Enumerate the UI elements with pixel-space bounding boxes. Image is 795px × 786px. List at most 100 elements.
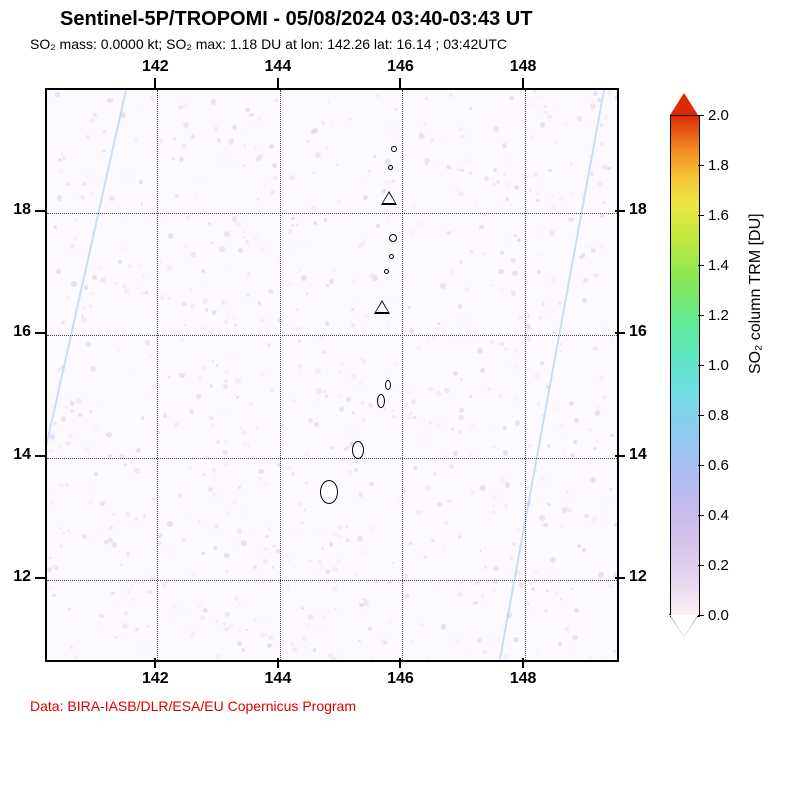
noise-px bbox=[588, 428, 592, 432]
noise-px bbox=[361, 359, 366, 364]
noise-px bbox=[118, 260, 122, 264]
noise-px bbox=[81, 317, 86, 322]
noise-px bbox=[447, 499, 451, 503]
noise-px bbox=[130, 461, 133, 464]
noise-px bbox=[493, 566, 498, 571]
noise-px bbox=[563, 121, 568, 126]
noise-px bbox=[583, 278, 588, 283]
noise-px bbox=[461, 135, 465, 139]
noise-px bbox=[324, 218, 328, 222]
noise-px bbox=[272, 544, 276, 548]
noise-px bbox=[577, 544, 581, 548]
noise-px bbox=[159, 261, 162, 264]
noise-px bbox=[148, 590, 152, 594]
island bbox=[388, 165, 393, 170]
noise-px bbox=[308, 614, 313, 619]
noise-px bbox=[593, 521, 595, 523]
noise-px bbox=[223, 450, 228, 455]
noise-px bbox=[227, 315, 229, 317]
noise-px bbox=[391, 179, 395, 183]
noise-px bbox=[97, 621, 101, 625]
noise-px bbox=[305, 482, 308, 485]
noise-px bbox=[247, 444, 250, 447]
noise-px bbox=[160, 295, 165, 300]
noise-px bbox=[410, 412, 412, 414]
noise-px bbox=[295, 327, 299, 331]
noise-px bbox=[550, 557, 556, 563]
noise-px bbox=[391, 410, 394, 413]
noise-px bbox=[57, 444, 63, 450]
noise-px bbox=[493, 126, 499, 132]
noise-px bbox=[235, 378, 241, 384]
noise-px bbox=[528, 444, 531, 447]
noise-px bbox=[58, 168, 64, 174]
noise-px bbox=[469, 395, 472, 398]
noise-px bbox=[504, 347, 508, 351]
noise-px bbox=[411, 640, 413, 642]
colorbar-tick bbox=[698, 215, 704, 216]
tick-lon-bottom bbox=[277, 658, 279, 668]
noise-px bbox=[518, 315, 523, 320]
noise-px bbox=[393, 361, 398, 366]
noise-px bbox=[224, 369, 230, 375]
noise-px bbox=[449, 464, 454, 469]
noise-px bbox=[249, 122, 252, 125]
noise-px bbox=[182, 144, 186, 148]
tick-lat-right bbox=[615, 577, 625, 579]
noise-px bbox=[271, 389, 274, 392]
noise-px bbox=[179, 157, 185, 163]
noise-px bbox=[224, 553, 229, 558]
data-credit: Data: BIRA-IASB/DLR/ESA/EU Copernicus Pr… bbox=[30, 698, 356, 714]
colorbar-tick bbox=[698, 565, 704, 566]
noise-px bbox=[368, 170, 371, 173]
noise-px bbox=[361, 551, 365, 555]
noise-px bbox=[124, 289, 129, 294]
noise-px bbox=[286, 372, 288, 374]
noise-px bbox=[426, 337, 430, 341]
noise-px bbox=[145, 340, 151, 346]
noise-px bbox=[454, 341, 457, 344]
noise-px bbox=[238, 602, 243, 607]
noise-px bbox=[346, 446, 350, 450]
noise-px bbox=[141, 202, 143, 204]
noise-px bbox=[560, 598, 563, 601]
island bbox=[391, 146, 397, 152]
noise-px bbox=[199, 377, 202, 380]
noise-px bbox=[394, 299, 396, 301]
noise-px bbox=[211, 99, 217, 105]
noise-px bbox=[141, 416, 145, 420]
colorbar-tick-label: 1.6 bbox=[708, 207, 729, 224]
noise-px bbox=[358, 640, 361, 643]
noise-px bbox=[354, 468, 358, 472]
noise-px bbox=[208, 222, 211, 225]
noise-px bbox=[403, 405, 407, 409]
noise-px bbox=[241, 540, 246, 545]
noise-px bbox=[300, 521, 304, 525]
noise-px bbox=[460, 378, 463, 381]
noise-px bbox=[325, 569, 330, 574]
gridline-lat bbox=[47, 458, 617, 459]
noise-px bbox=[247, 294, 249, 296]
noise-px bbox=[231, 229, 233, 231]
noise-px bbox=[173, 137, 176, 140]
tick-lat-left bbox=[35, 577, 45, 579]
noise-px bbox=[503, 173, 506, 176]
noise-px bbox=[500, 342, 504, 346]
noise-px bbox=[365, 177, 368, 180]
tick-lon-bottom bbox=[522, 658, 524, 668]
noise-px bbox=[313, 648, 316, 651]
noise-px bbox=[543, 316, 545, 318]
colorbar-tick bbox=[698, 115, 704, 116]
noise-px bbox=[261, 247, 265, 251]
noise-px bbox=[591, 248, 596, 253]
noise-px bbox=[444, 388, 449, 393]
noise-px bbox=[590, 103, 596, 109]
noise-px bbox=[491, 178, 493, 180]
noise-px bbox=[582, 298, 587, 303]
noise-px bbox=[458, 304, 463, 309]
noise-px bbox=[340, 458, 345, 463]
noise-px bbox=[403, 274, 406, 277]
noise-px bbox=[73, 237, 78, 242]
noise-px bbox=[267, 343, 271, 347]
island bbox=[389, 254, 394, 259]
